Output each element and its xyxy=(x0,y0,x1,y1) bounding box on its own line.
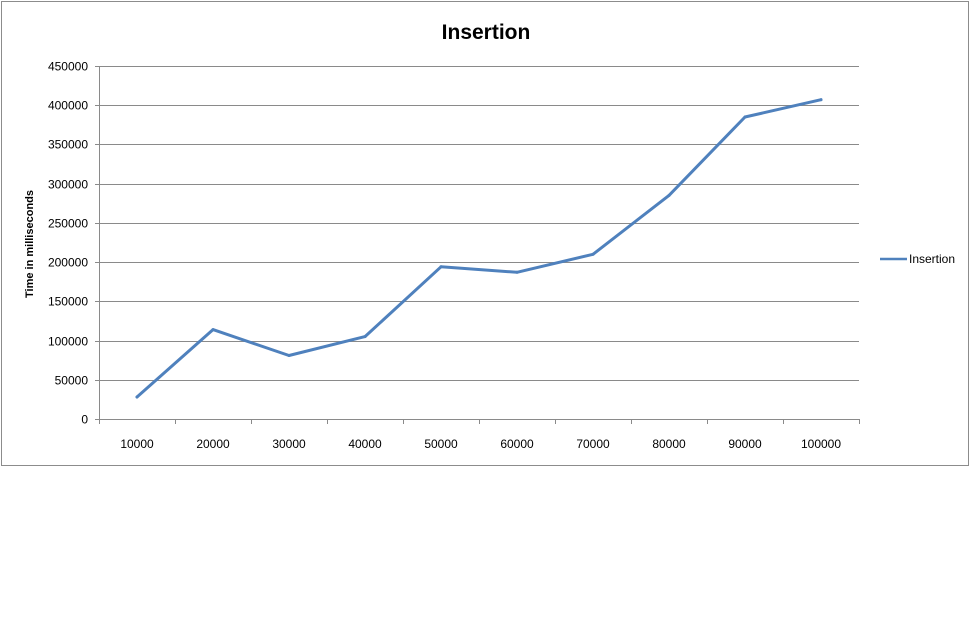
x-tick-label: 30000 xyxy=(272,437,306,451)
data-point xyxy=(515,270,519,274)
x-tick-label: 90000 xyxy=(728,437,762,451)
y-tick-label: 350000 xyxy=(48,138,88,152)
chart-frame: Insertion Time in milliseconds 0 50000 100… xyxy=(1,1,969,466)
y-tick-label: 50000 xyxy=(55,374,89,388)
data-point xyxy=(819,98,823,102)
x-tick-label: 60000 xyxy=(500,437,534,451)
data-point xyxy=(211,328,215,332)
x-tick-label: 80000 xyxy=(652,437,686,451)
data-point xyxy=(743,115,747,119)
line-chart: Insertion Time in milliseconds 050000100… xyxy=(24,21,955,451)
axes xyxy=(95,66,860,424)
data-point xyxy=(287,354,291,357)
x-tick-label: 50000 xyxy=(424,437,458,451)
data-point xyxy=(591,252,595,256)
gridlines xyxy=(99,66,859,381)
chart-title: Insertion xyxy=(442,21,531,44)
y-tick-label: 250000 xyxy=(48,217,88,231)
legend: Insertion xyxy=(880,252,955,266)
y-tick-label: 450000 xyxy=(48,60,88,74)
x-tick-label: 40000 xyxy=(348,437,382,451)
y-axis-ticks: 0 50000 100000 150000 200000 250000 300000 3500… xyxy=(48,60,88,427)
x-tick-label: 10000 xyxy=(120,437,154,451)
data-point xyxy=(363,335,367,339)
y-axis-title: Time in milliseconds xyxy=(24,190,36,298)
x-tick-label: 20000 xyxy=(196,437,230,451)
y-tick-label: 100000 xyxy=(48,335,88,349)
data-point xyxy=(135,395,139,399)
y-tick-label: 150000 xyxy=(48,295,88,309)
y-tick-label: 400000 xyxy=(48,99,88,113)
x-tick-label: 100000 xyxy=(801,437,841,451)
y-tick-label: 200000 xyxy=(48,256,88,270)
series-line-insertion xyxy=(135,98,823,399)
legend-label-insertion: Insertion xyxy=(909,252,955,266)
data-point xyxy=(439,265,443,269)
x-tick-label: 70000 xyxy=(576,437,610,451)
series-lines xyxy=(135,98,823,399)
data-point xyxy=(667,193,671,197)
y-tick-label: 0 xyxy=(81,413,88,427)
y-tick-label: 300000 xyxy=(48,178,88,192)
x-axis-ticks: 10000 20000 30000 40000 50000 60000 70000 80000… xyxy=(120,437,841,451)
